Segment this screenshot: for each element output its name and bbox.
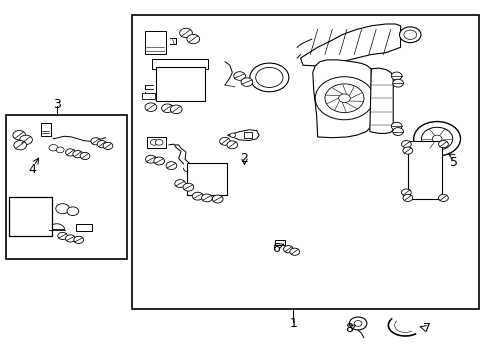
Polygon shape bbox=[49, 224, 64, 229]
Circle shape bbox=[201, 194, 212, 202]
Circle shape bbox=[353, 320, 361, 326]
Circle shape bbox=[145, 103, 157, 112]
Circle shape bbox=[233, 72, 245, 80]
Polygon shape bbox=[227, 130, 259, 140]
Circle shape bbox=[192, 192, 203, 200]
Text: 2: 2 bbox=[240, 152, 248, 165]
Bar bbox=[152, 59, 207, 69]
Circle shape bbox=[65, 149, 75, 156]
Polygon shape bbox=[300, 24, 400, 66]
Circle shape bbox=[161, 104, 173, 113]
Circle shape bbox=[249, 63, 288, 92]
Circle shape bbox=[325, 84, 363, 113]
Circle shape bbox=[150, 139, 158, 145]
Circle shape bbox=[165, 162, 176, 170]
Circle shape bbox=[401, 189, 410, 196]
Circle shape bbox=[58, 232, 67, 239]
Circle shape bbox=[438, 140, 447, 148]
Bar bbox=[11, 199, 50, 234]
Circle shape bbox=[399, 27, 420, 42]
Circle shape bbox=[413, 122, 460, 156]
Circle shape bbox=[103, 142, 113, 149]
Circle shape bbox=[421, 127, 452, 150]
Circle shape bbox=[241, 78, 252, 86]
Bar bbox=[5, 116, 127, 259]
Text: 1: 1 bbox=[289, 317, 297, 330]
Circle shape bbox=[65, 235, 75, 242]
Circle shape bbox=[20, 135, 32, 144]
Bar bbox=[41, 123, 51, 136]
Circle shape bbox=[145, 155, 156, 163]
Circle shape bbox=[155, 139, 163, 145]
Text: 7: 7 bbox=[423, 322, 430, 335]
Bar bbox=[147, 137, 166, 148]
Text: 3: 3 bbox=[53, 98, 61, 111]
Polygon shape bbox=[369, 68, 392, 134]
Circle shape bbox=[402, 147, 412, 154]
Circle shape bbox=[315, 77, 373, 120]
Circle shape bbox=[229, 133, 235, 137]
Circle shape bbox=[97, 140, 107, 148]
Circle shape bbox=[402, 194, 412, 202]
Circle shape bbox=[338, 94, 349, 103]
Circle shape bbox=[56, 204, 69, 214]
Circle shape bbox=[186, 35, 199, 44]
Bar bbox=[409, 142, 440, 198]
Circle shape bbox=[170, 105, 182, 114]
Bar bbox=[76, 224, 92, 231]
Bar bbox=[132, 15, 478, 309]
Bar bbox=[158, 69, 202, 100]
Circle shape bbox=[438, 194, 447, 202]
Bar bbox=[156, 67, 204, 102]
Circle shape bbox=[392, 79, 403, 87]
Circle shape bbox=[348, 317, 366, 330]
Circle shape bbox=[13, 131, 25, 140]
Circle shape bbox=[174, 180, 185, 188]
Text: 8: 8 bbox=[345, 322, 353, 335]
Circle shape bbox=[289, 248, 299, 255]
Circle shape bbox=[212, 195, 223, 203]
Circle shape bbox=[73, 150, 82, 158]
Circle shape bbox=[183, 183, 193, 191]
Bar bbox=[244, 132, 251, 138]
Circle shape bbox=[390, 72, 401, 80]
Bar bbox=[187, 163, 227, 195]
Circle shape bbox=[74, 236, 83, 243]
Bar bbox=[407, 141, 442, 199]
Circle shape bbox=[14, 140, 26, 150]
Text: 6: 6 bbox=[272, 242, 280, 255]
Bar bbox=[189, 165, 224, 193]
Polygon shape bbox=[312, 60, 370, 138]
Text: 5: 5 bbox=[449, 156, 457, 168]
Circle shape bbox=[431, 135, 441, 142]
Circle shape bbox=[226, 141, 237, 149]
Circle shape bbox=[80, 152, 90, 159]
Bar bbox=[142, 93, 155, 99]
Circle shape bbox=[283, 246, 293, 253]
Bar bbox=[144, 31, 166, 54]
Circle shape bbox=[67, 207, 79, 216]
Circle shape bbox=[255, 67, 283, 87]
Circle shape bbox=[179, 28, 192, 38]
Circle shape bbox=[49, 144, 58, 151]
Bar bbox=[9, 197, 52, 236]
Circle shape bbox=[392, 128, 403, 135]
Circle shape bbox=[403, 30, 416, 40]
Circle shape bbox=[91, 138, 101, 145]
Circle shape bbox=[219, 137, 230, 145]
Text: 4: 4 bbox=[28, 163, 36, 176]
Circle shape bbox=[390, 122, 401, 130]
Circle shape bbox=[401, 140, 410, 148]
Bar bbox=[274, 240, 285, 245]
Circle shape bbox=[56, 147, 64, 153]
Circle shape bbox=[154, 157, 164, 165]
